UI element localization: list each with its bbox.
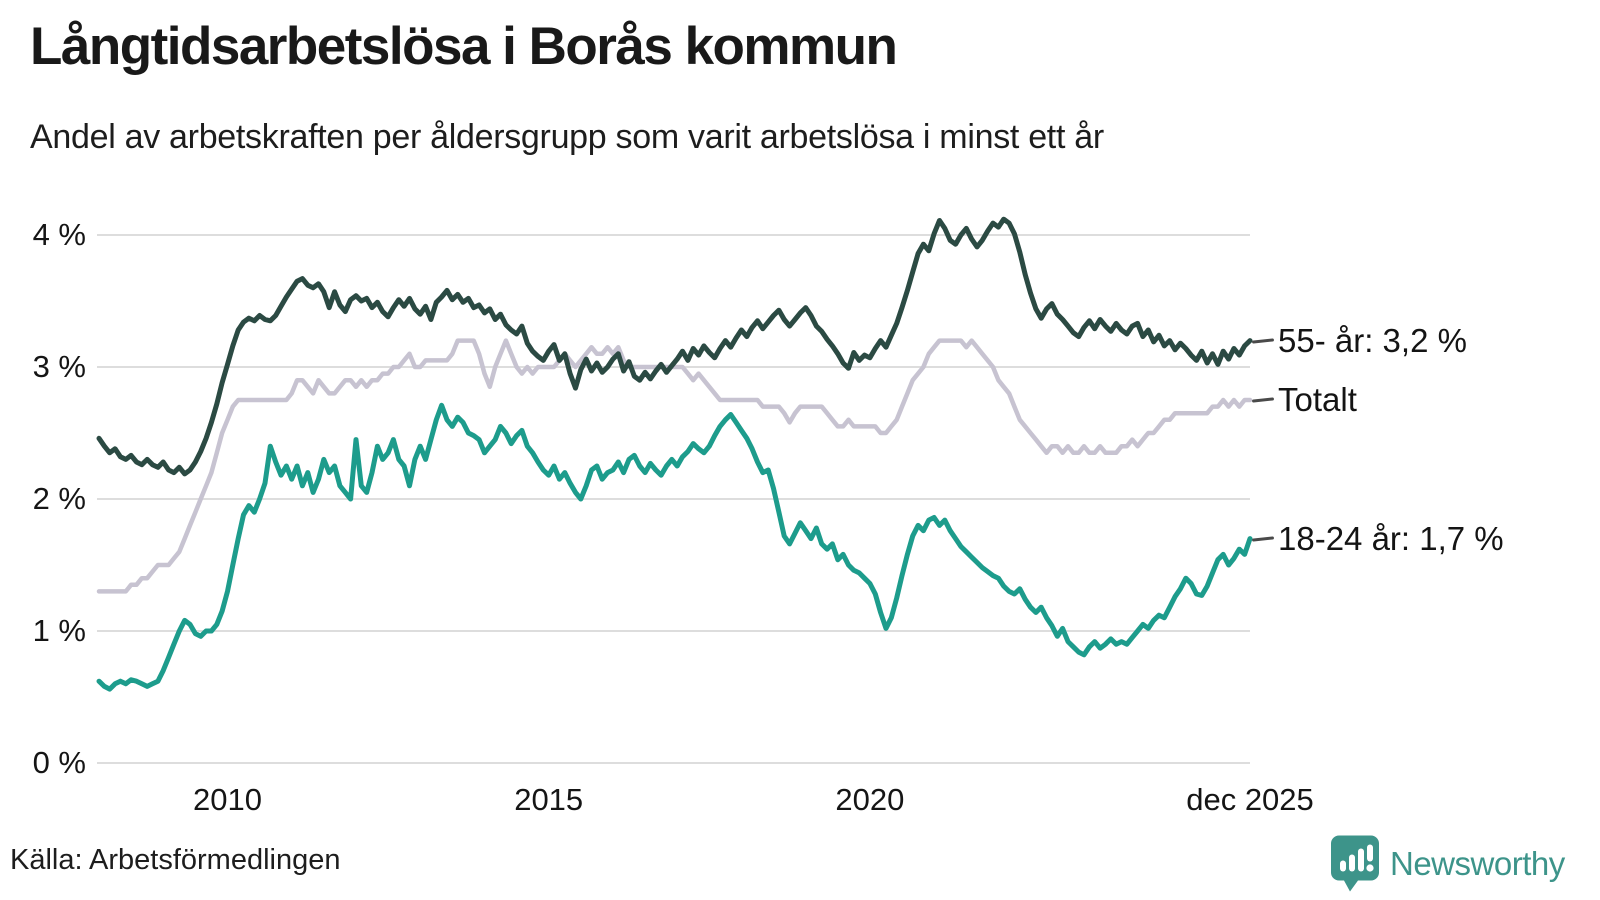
y-axis-tick-label: 1 % (32, 613, 86, 648)
y-axis-tick-label: 4 % (32, 217, 86, 252)
source-text: Källa: Arbetsförmedlingen (10, 844, 341, 876)
series-end-label-totalt: Totalt (1278, 381, 1357, 418)
page-subtitle: Andel av arbetskraften per åldersgrupp s… (30, 118, 1104, 156)
series-line-55-r (96, 216, 1253, 477)
x-axis-tick-label: 2010 (192, 782, 262, 817)
series-line-18-24-r (96, 402, 1253, 692)
newsworthy-logo-text: Newsworthy (1390, 844, 1565, 882)
series-end-label-55-r: 55- år: 3,2 % (1278, 321, 1467, 359)
y-axis-tick-label: 2 % (32, 481, 86, 516)
y-axis-tick-label: 0 % (32, 745, 86, 780)
y-axis-tick-label: 3 % (32, 349, 86, 384)
series-line-totalt (96, 338, 1253, 594)
x-axis-tick-label: 2015 (514, 782, 584, 817)
x-axis-tick-label: dec 2025 (1186, 782, 1314, 817)
newsworthy-logo: Newsworthy (1330, 834, 1565, 893)
page-title: Långtidsarbetslösa i Borås kommun (30, 17, 898, 76)
newsworthy-logo-icon (1330, 834, 1380, 893)
series-end-label-18-24-r: 18-24 år: 1,7 % (1278, 519, 1504, 557)
x-axis-tick-label: 2020 (835, 782, 905, 817)
